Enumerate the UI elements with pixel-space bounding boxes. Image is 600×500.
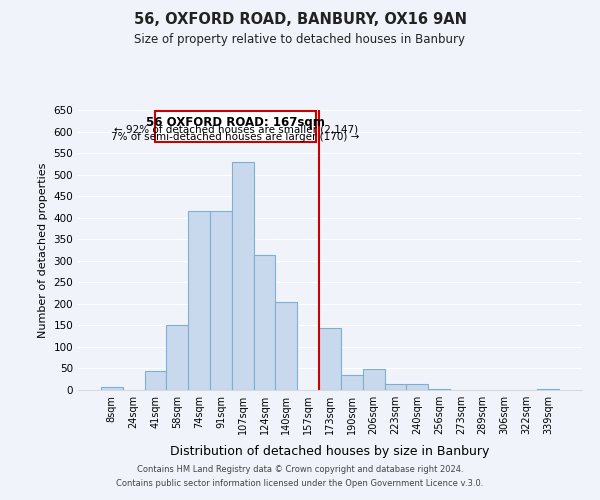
Bar bbox=[428, 388, 450, 390]
X-axis label: Distribution of detached houses by size in Banbury: Distribution of detached houses by size … bbox=[170, 446, 490, 458]
Bar bbox=[385, 384, 406, 390]
Text: Contains public sector information licensed under the Open Government Licence v.: Contains public sector information licen… bbox=[116, 478, 484, 488]
Bar bbox=[341, 375, 363, 390]
Text: 56 OXFORD ROAD: 167sqm: 56 OXFORD ROAD: 167sqm bbox=[146, 116, 325, 129]
Bar bbox=[254, 255, 275, 390]
Bar bbox=[363, 369, 385, 390]
Bar bbox=[232, 162, 254, 390]
Bar bbox=[275, 302, 297, 390]
Bar bbox=[319, 328, 341, 390]
Text: 7% of semi-detached houses are larger (170) →: 7% of semi-detached houses are larger (1… bbox=[112, 132, 360, 142]
Bar bbox=[210, 211, 232, 390]
Bar bbox=[537, 389, 559, 390]
Bar bbox=[166, 326, 188, 390]
Bar bbox=[101, 386, 123, 390]
Text: Contains HM Land Registry data © Crown copyright and database right 2024.: Contains HM Land Registry data © Crown c… bbox=[137, 465, 463, 474]
FancyBboxPatch shape bbox=[155, 111, 316, 142]
Text: Size of property relative to detached houses in Banbury: Size of property relative to detached ho… bbox=[134, 32, 466, 46]
Bar bbox=[145, 371, 166, 390]
Text: 56, OXFORD ROAD, BANBURY, OX16 9AN: 56, OXFORD ROAD, BANBURY, OX16 9AN bbox=[133, 12, 467, 28]
Bar bbox=[406, 384, 428, 390]
Y-axis label: Number of detached properties: Number of detached properties bbox=[38, 162, 48, 338]
Bar bbox=[188, 211, 210, 390]
Text: ← 92% of detached houses are smaller (2,147): ← 92% of detached houses are smaller (2,… bbox=[113, 124, 358, 134]
